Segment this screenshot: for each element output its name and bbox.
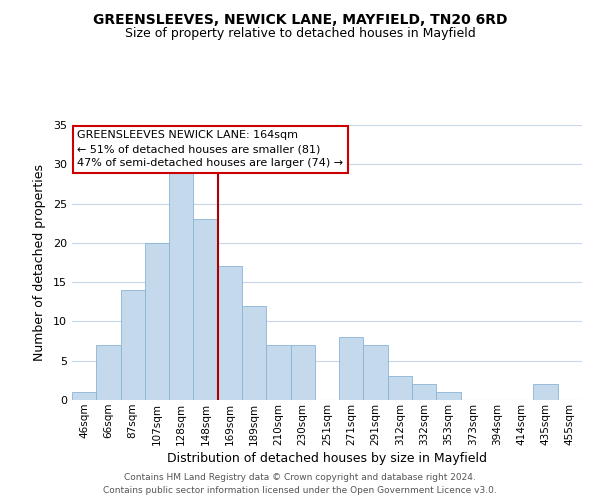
X-axis label: Distribution of detached houses by size in Mayfield: Distribution of detached houses by size … [167, 452, 487, 465]
Bar [388, 376, 412, 400]
Bar [218, 266, 242, 400]
Bar [72, 392, 96, 400]
Bar [290, 345, 315, 400]
Y-axis label: Number of detached properties: Number of detached properties [33, 164, 46, 361]
Bar [169, 172, 193, 400]
Bar [242, 306, 266, 400]
Text: GREENSLEEVES, NEWICK LANE, MAYFIELD, TN20 6RD: GREENSLEEVES, NEWICK LANE, MAYFIELD, TN2… [93, 12, 507, 26]
Bar [339, 337, 364, 400]
Text: Size of property relative to detached houses in Mayfield: Size of property relative to detached ho… [125, 28, 475, 40]
Bar [96, 345, 121, 400]
Text: GREENSLEEVES NEWICK LANE: 164sqm
← 51% of detached houses are smaller (81)
47% o: GREENSLEEVES NEWICK LANE: 164sqm ← 51% o… [77, 130, 343, 168]
Text: Contains HM Land Registry data © Crown copyright and database right 2024.: Contains HM Land Registry data © Crown c… [124, 474, 476, 482]
Bar [364, 345, 388, 400]
Bar [533, 384, 558, 400]
Text: Contains public sector information licensed under the Open Government Licence v3: Contains public sector information licen… [103, 486, 497, 495]
Bar [412, 384, 436, 400]
Bar [266, 345, 290, 400]
Bar [145, 243, 169, 400]
Bar [121, 290, 145, 400]
Bar [193, 220, 218, 400]
Bar [436, 392, 461, 400]
